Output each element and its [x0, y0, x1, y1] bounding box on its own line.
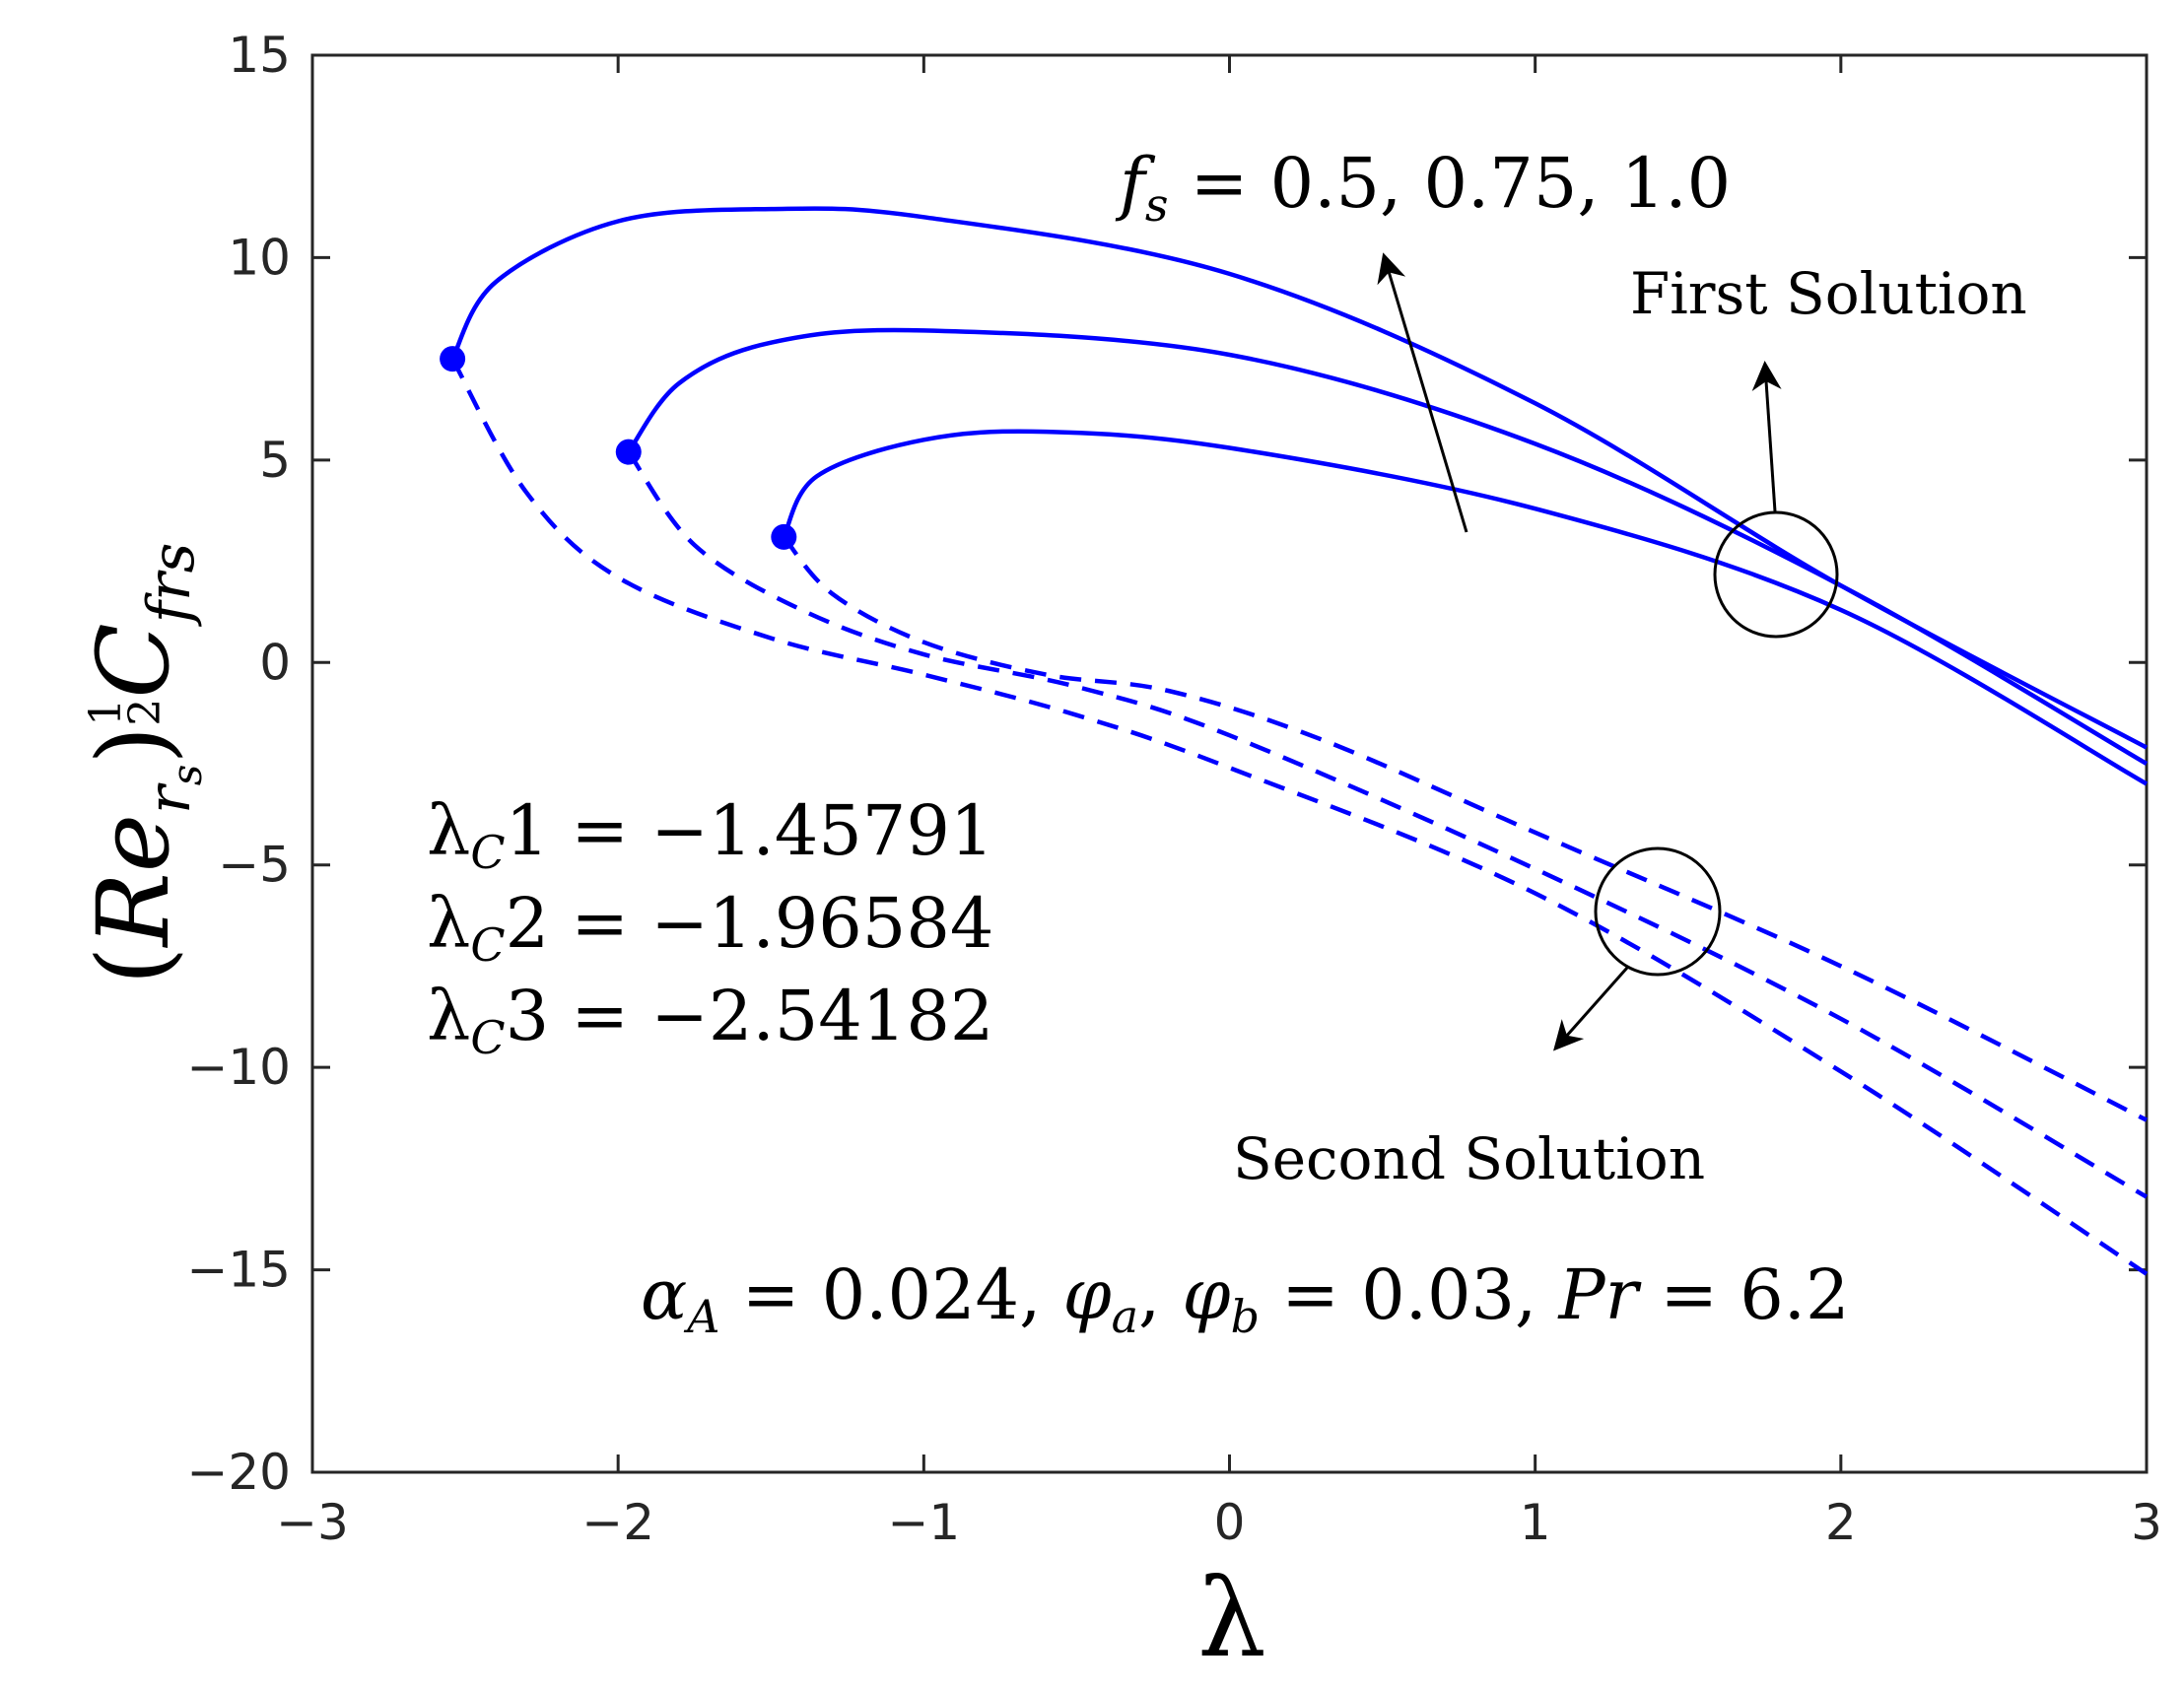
second-solution-arrow — [1553, 967, 1629, 1051]
y-tick-label: 5 — [259, 432, 291, 489]
critical-value-3: λC3 = −2.54182 — [427, 976, 993, 1064]
first-solution-label: First Solution — [1630, 260, 2027, 327]
second-solution-label: Second Solution — [1233, 1125, 1705, 1192]
second-solution-curve-3 — [450, 358, 2149, 1276]
first-solution-curve-3 — [450, 206, 2149, 750]
critical-point-marker-3 — [440, 346, 466, 372]
curves — [450, 206, 2149, 1276]
first-solution-curve-1 — [782, 429, 2149, 786]
y-tick-label: 10 — [228, 229, 291, 286]
critical-point-marker-2 — [615, 439, 642, 465]
y-tick-label: 15 — [228, 27, 291, 84]
y-tick-label: −5 — [218, 837, 291, 894]
x-tick-label: 2 — [1825, 1494, 1857, 1551]
critical-points — [440, 346, 797, 550]
x-tick-label: 3 — [2131, 1494, 2162, 1551]
first-solution-circle — [1713, 510, 1839, 639]
y-tick-label: −15 — [186, 1242, 291, 1299]
y-tick-label: −20 — [186, 1444, 291, 1501]
second-solution-circle — [1594, 846, 1722, 977]
parameters-annotation: αA = 0.024, φa, φb = 0.03, Pr = 6.2 — [641, 1254, 1850, 1343]
y-axis-label: (Rers)12Cfrs — [76, 543, 211, 985]
critical-values: λC1 = −1.45791 λC2 = −1.96584 λC3 = −2.5… — [427, 790, 993, 1064]
fs-annotation: fs = 0.5, 0.75, 1.0 — [1115, 143, 1731, 232]
y-tick-label: 0 — [259, 634, 291, 691]
x-tick-label: −1 — [887, 1494, 960, 1551]
second-solution-curve-1 — [782, 535, 2149, 1122]
x-tick-label: 0 — [1214, 1494, 1246, 1551]
second-solution-curve-2 — [626, 450, 2149, 1199]
y-tick-label: −10 — [186, 1039, 291, 1096]
x-axis-label: λ — [1197, 1555, 1266, 1681]
fs-annotation-rhs: = 0.5, 0.75, 1.0 — [1169, 143, 1732, 224]
fs-direction-arrow — [1377, 252, 1468, 533]
critical-point-marker-1 — [771, 523, 797, 550]
first-solution-arrow — [1751, 361, 1782, 512]
fs-annotation-sub: s — [1145, 178, 1169, 232]
critical-value-1: λC1 = −1.45791 — [427, 790, 993, 879]
x-tick-label: −2 — [581, 1494, 654, 1551]
plot-frame — [310, 53, 2149, 1474]
x-tick-label: 1 — [1520, 1494, 1551, 1551]
critical-value-2: λC2 = −1.96584 — [427, 883, 993, 972]
x-tick-label: −3 — [276, 1494, 349, 1551]
